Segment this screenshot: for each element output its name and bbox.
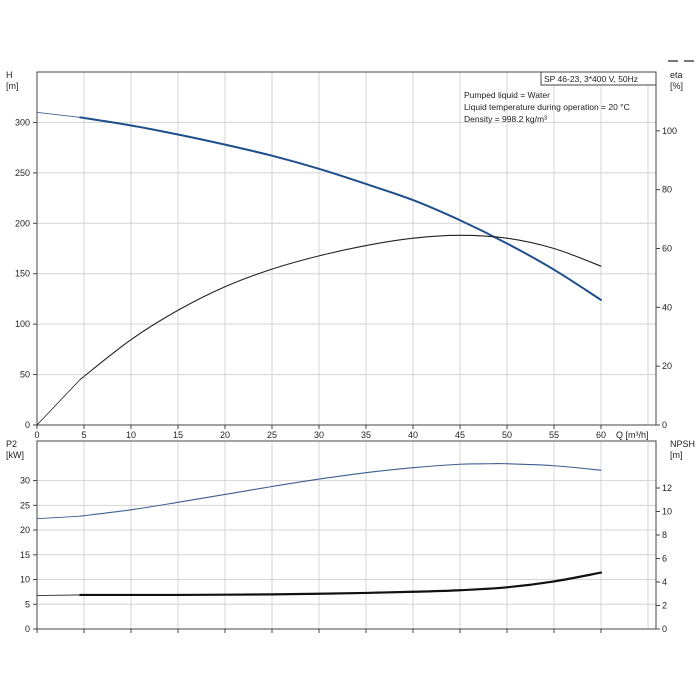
x-tick-label: 35 — [361, 430, 371, 440]
series-lines — [36, 111, 603, 597]
y-left-tick-label: 250 — [15, 168, 30, 178]
x-tick-label: 0 — [34, 430, 39, 440]
y-left-tick-label: 100 — [15, 319, 30, 329]
x-tick-label: 25 — [267, 430, 277, 440]
info-line-density: Density = 998.2 kg/m³ — [464, 114, 547, 124]
series-0-1-line — [79, 234, 602, 380]
axis-labels: Q [m³/h] H [m] eta [%] P2 [kW] NPSH [m] — [6, 70, 695, 460]
plot-frame — [36, 440, 657, 630]
series-0-1-extrapolated-line — [36, 379, 81, 426]
series-1-1-extrapolated-line — [36, 594, 81, 596]
y-right-axis-label: eta [%] — [670, 70, 683, 91]
series-1-0-line — [79, 463, 602, 517]
y-left-tick-label: 20 — [20, 525, 30, 535]
x-tick-label: 60 — [596, 430, 606, 440]
x-tick-label: 50 — [502, 430, 512, 440]
y-right-tick-label: 20 — [662, 361, 672, 371]
x-tick-label: 15 — [173, 430, 183, 440]
x-tick-label: 55 — [549, 430, 559, 440]
y-right-tick-label: 12 — [662, 483, 672, 493]
x-axis-label: Q [m³/h] — [616, 430, 649, 440]
y-right-tick-label: 10 — [662, 507, 672, 517]
y-right-tick-label: 4 — [662, 577, 667, 587]
y-left-axis-label: H [m] — [6, 70, 19, 91]
y-right-tick-label: 0 — [662, 624, 667, 634]
y-left-tick-label: 200 — [15, 218, 30, 228]
y-left-tick-label: 15 — [20, 550, 30, 560]
plot-frames — [33, 71, 660, 633]
y-left-tick-label: 150 — [15, 269, 30, 279]
y-right-tick-label: 80 — [662, 185, 672, 195]
info-line-pumped-liquid: Pumped liquid = Water — [464, 90, 550, 100]
y-left-tick-label: 10 — [20, 575, 30, 585]
info-line-temperature: Liquid temperature during operation = 20… — [464, 102, 630, 112]
y-right-tick-label: 2 — [662, 601, 667, 611]
series-1-1-line — [79, 571, 603, 597]
x-tick-label: 30 — [314, 430, 324, 440]
series-1-0-extrapolated-line — [36, 515, 81, 520]
x-tick-label: 5 — [81, 430, 86, 440]
y-left-tick-label: 30 — [20, 476, 30, 486]
x-tick-label: 45 — [455, 430, 465, 440]
y-right-axis-label: NPSH [m] — [670, 439, 695, 460]
y-right-tick-label: 6 — [662, 554, 667, 564]
y-left-tick-label: 50 — [20, 370, 30, 380]
y-right-tick-label: 60 — [662, 244, 672, 254]
x-tick-label: 40 — [408, 430, 418, 440]
y-left-axis-label: P2 [kW] — [6, 439, 24, 460]
series-0-0-line — [79, 116, 602, 301]
x-tick-label: 10 — [126, 430, 136, 440]
y-left-tick-label: 25 — [20, 500, 30, 510]
header-box — [540, 71, 657, 86]
series-0-0-extrapolated-line — [36, 111, 81, 118]
header-text: SP 46-23, 3*400 V, 50Hz — [544, 74, 638, 84]
y-left-tick-label: 300 — [15, 117, 30, 127]
y-left-tick-label: 5 — [25, 599, 30, 609]
y-right-tick-label: 100 — [662, 126, 677, 136]
y-left-tick-label: 0 — [25, 420, 30, 430]
x-tick-label: 20 — [220, 430, 230, 440]
y-right-tick-label: 0 — [662, 420, 667, 430]
y-left-tick-label: 0 — [25, 624, 30, 634]
y-right-tick-label: 8 — [662, 530, 667, 540]
grid — [37, 71, 656, 629]
y-right-tick-label: 40 — [662, 302, 672, 312]
